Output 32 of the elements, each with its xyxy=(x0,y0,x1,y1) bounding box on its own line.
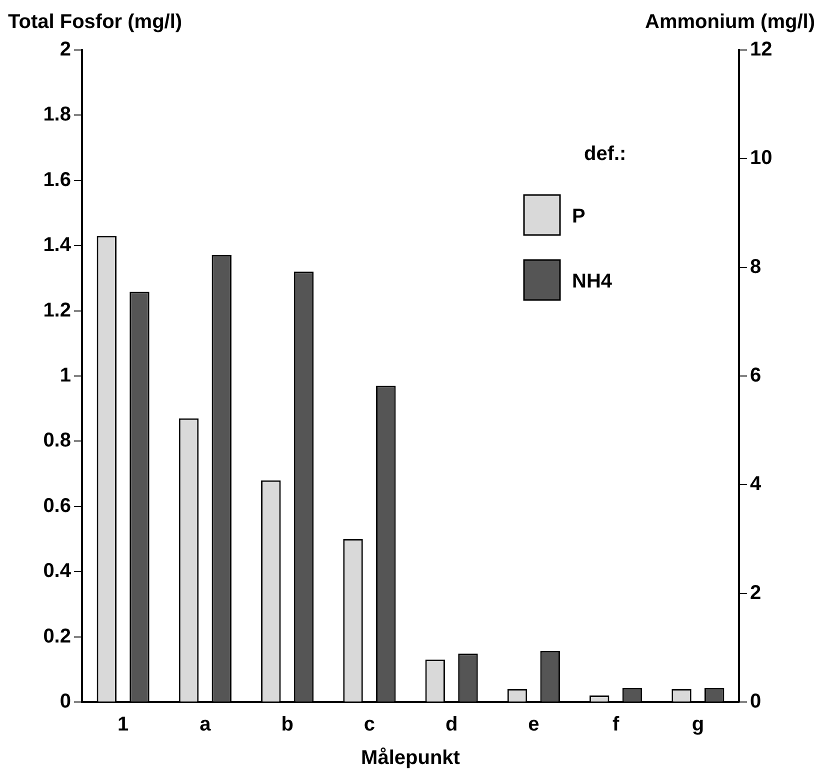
y-tick-label: 0.2 xyxy=(43,625,71,648)
y2-tick-label: 2 xyxy=(750,582,762,604)
y2-axis-title: Ammonium (mg/l) xyxy=(645,11,815,33)
y2-tick-label: 4 xyxy=(750,473,762,496)
y-tick-label: 0.6 xyxy=(43,494,71,517)
y-tick-label: 1.4 xyxy=(43,234,72,256)
x-tick-label: a xyxy=(200,714,212,736)
x-tick-label: d xyxy=(445,714,458,736)
y-axis-title: Total Fosfor (mg/l) xyxy=(8,11,182,33)
x-axis-title: Målepunkt xyxy=(361,747,460,769)
y-tick-label: 1 xyxy=(60,364,71,387)
y-tick-label: 1.6 xyxy=(43,168,71,191)
y-tick-label: 2 xyxy=(60,38,71,61)
legend-label: NH4 xyxy=(572,270,613,293)
legend-title: def.: xyxy=(584,143,626,165)
x-tick-label: e xyxy=(528,714,540,736)
y-tick-label: 1.2 xyxy=(43,299,71,322)
legend-label: P xyxy=(572,206,586,228)
x-tick-label: b xyxy=(281,714,294,736)
y2-tick-label: 0 xyxy=(750,690,762,713)
y2-tick-label: 8 xyxy=(750,256,762,278)
y-tick-label: 0.4 xyxy=(43,560,72,582)
x-tick-label: c xyxy=(364,714,375,736)
y-tick-label: 0.8 xyxy=(43,430,71,452)
x-tick-label: 1 xyxy=(118,714,129,736)
y2-tick-label: 10 xyxy=(750,147,772,170)
x-tick-label: g xyxy=(692,714,704,736)
y-tick-label: 1.8 xyxy=(43,104,71,126)
y-tick-label: 0 xyxy=(60,690,71,713)
x-tick-label: f xyxy=(612,714,620,736)
y2-tick-label: 6 xyxy=(750,364,762,387)
y2-tick-label: 12 xyxy=(750,38,772,61)
